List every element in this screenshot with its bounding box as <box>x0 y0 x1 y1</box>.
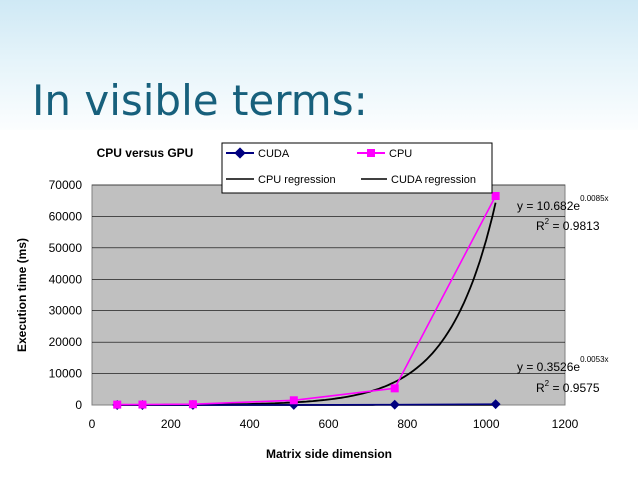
cpu-data-point <box>138 400 147 409</box>
y-tick-label: 70000 <box>49 178 83 192</box>
regression-annotation-cuda: y = 0.3526e0.0053x R2 = 0.9575 <box>517 355 609 395</box>
cuda-r2-text: R2 = 0.9575 <box>536 379 600 395</box>
x-axis-title: Matrix side dimension <box>266 447 392 461</box>
cpu-data-point <box>390 384 399 393</box>
chart-title: CPU versus GPU <box>97 146 194 160</box>
plot-group: 0 10000 20000 30000 40000 50000 60000 70000 0 200… <box>49 178 579 431</box>
plot-area <box>91 184 566 406</box>
cpu-data-point <box>289 396 298 405</box>
y-tick-label: 50000 <box>49 241 83 255</box>
cpu-data-point <box>113 400 122 409</box>
cpu-series-line <box>117 195 497 406</box>
slide-title: In visible terms: <box>32 76 368 125</box>
x-tick-label: 600 <box>318 417 338 431</box>
y-tick-label: 20000 <box>49 335 83 349</box>
regression-annotation-cpu: y = 10.682e0.0085x R2 = 0.9813 <box>517 194 609 233</box>
legend-cpu-label: CPU <box>389 148 412 160</box>
y-tick-label: 60000 <box>49 209 83 223</box>
legend: CUDA CPU CPU regression CUDA regression <box>221 142 493 194</box>
cpu-equation-text: y = 10.682e0.0085x <box>517 194 609 213</box>
legend-cuda-regression-label: CUDA regression <box>391 174 476 186</box>
x-tick-label: 800 <box>397 417 417 431</box>
y-axis-title: Execution time (ms) <box>15 238 29 352</box>
legend-cpu-marker <box>367 149 375 157</box>
cuda-data-point <box>389 399 400 410</box>
legend-box <box>221 142 493 194</box>
data-series <box>112 192 501 410</box>
legend-entry-cuda-regression: CUDA regression <box>361 174 476 186</box>
x-tick-label: 1000 <box>473 417 500 431</box>
x-tick-label: 1200 <box>552 417 579 431</box>
y-tick-label: 0 <box>75 398 82 412</box>
y-tick-label: 40000 <box>49 272 83 286</box>
cuda-equation-text: y = 0.3526e0.0053x <box>517 355 609 374</box>
cpu-data-point <box>188 400 197 409</box>
chart-area: 0 10000 20000 30000 40000 50000 60000 70000 0 200… <box>0 130 638 478</box>
cpu-r2-text: R2 = 0.9813 <box>536 217 600 233</box>
x-tick-label: 400 <box>240 417 260 431</box>
cpu-data-point <box>491 192 500 200</box>
cuda-data-point <box>490 399 501 410</box>
legend-cpu-regression-label: CPU regression <box>258 174 336 186</box>
x-tick-label: 200 <box>161 417 181 431</box>
tick-labels: 0 10000 20000 30000 40000 50000 60000 70000 0 200… <box>49 178 579 431</box>
x-tick-label: 0 <box>89 417 96 431</box>
legend-cuda-label: CUDA <box>258 148 290 160</box>
slide-background <box>0 0 638 140</box>
legend-entry-cpu-regression: CPU regression <box>226 174 336 186</box>
legend-entry-cpu: CPU <box>357 148 412 160</box>
y-tick-label: 10000 <box>49 367 83 381</box>
y-tick-label: 30000 <box>49 304 83 318</box>
